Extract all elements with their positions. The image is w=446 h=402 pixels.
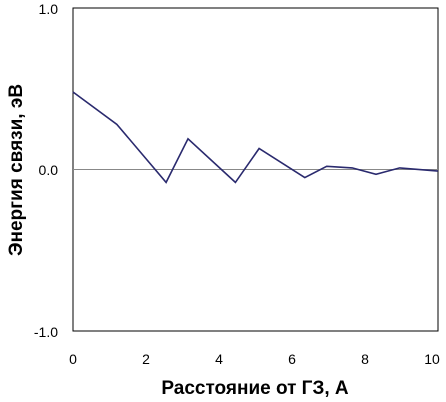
x-tick-label-8: 8 <box>361 351 369 367</box>
y-axis-title: Энергия связи, эВ <box>6 84 27 256</box>
y-tick-label-zero: 0.0 <box>39 162 59 178</box>
y-tick-label-top: 1.0 <box>39 1 59 17</box>
x-tick-label-0: 0 <box>69 351 77 367</box>
x-axis-title: Расстояние от ГЗ, А <box>161 378 349 399</box>
x-tick-label-10: 10 <box>424 351 440 367</box>
y-tick-label-bottom: -1.0 <box>34 324 58 340</box>
x-tick-label-2: 2 <box>142 351 150 367</box>
series-line <box>72 91 439 184</box>
x-tick-label-6: 6 <box>288 351 296 367</box>
x-tick-label-4: 4 <box>215 351 223 367</box>
